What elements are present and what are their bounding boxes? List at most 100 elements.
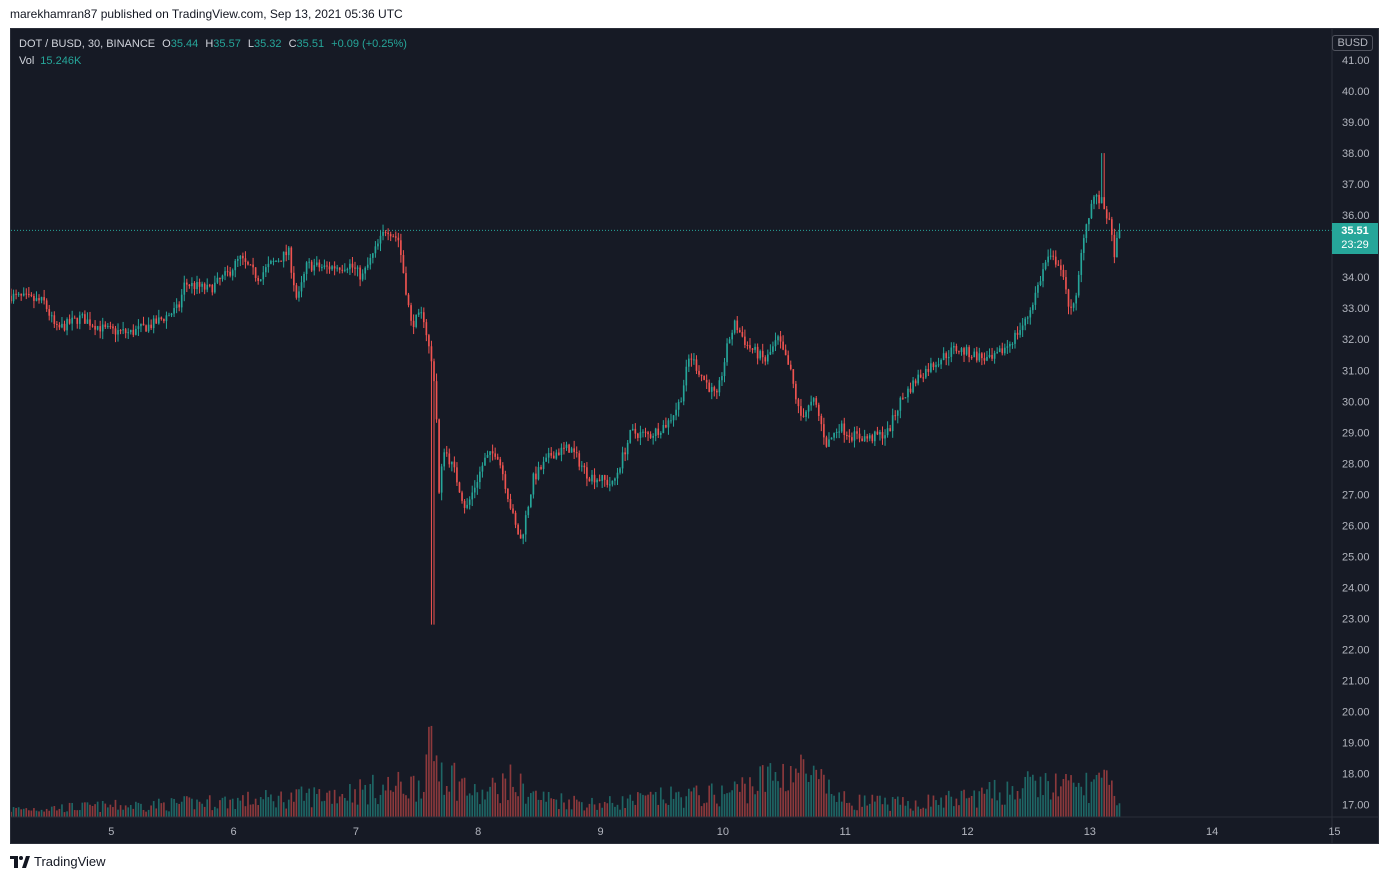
candle-body — [555, 452, 558, 459]
volume-bar — [226, 808, 229, 817]
tradingview-logo[interactable]: TradingView — [10, 854, 106, 869]
volume-bar — [779, 787, 782, 817]
volume-layer — [11, 725, 1121, 817]
candle-body — [593, 474, 596, 483]
candle-body — [754, 346, 756, 350]
candle-body — [840, 423, 843, 432]
candle-body — [659, 432, 662, 435]
volume-bar — [795, 768, 797, 817]
candle-body — [392, 236, 395, 238]
candle-body — [695, 359, 698, 371]
candle-body — [716, 390, 718, 393]
candle-body — [881, 432, 884, 439]
candle-body — [603, 475, 606, 480]
candle-body — [259, 279, 262, 281]
candle-body — [519, 534, 522, 539]
volume-bar — [1113, 795, 1116, 817]
volume-bar — [33, 808, 35, 817]
volume-bar — [919, 808, 922, 817]
volume-bar — [428, 726, 430, 817]
volume-bar — [843, 791, 846, 817]
candle-body — [145, 325, 147, 332]
time-tick-label: 9 — [597, 826, 603, 838]
volume-bar — [565, 809, 568, 817]
candle-body — [425, 322, 428, 336]
candle-body — [254, 267, 257, 278]
candle-body — [443, 452, 446, 467]
candle-body — [998, 348, 1001, 353]
currency-badge[interactable]: BUSD — [1332, 35, 1373, 51]
candle-body — [53, 315, 56, 325]
volume-bar — [114, 799, 117, 817]
volume-bar — [754, 794, 756, 817]
volume-bar — [270, 794, 272, 817]
candle-body — [509, 499, 512, 509]
volume-bar — [369, 784, 372, 817]
volume-bar — [652, 794, 654, 817]
candle-body — [127, 332, 130, 334]
candle-body — [372, 253, 374, 258]
candle-body — [731, 332, 733, 340]
candle-body — [264, 267, 267, 273]
volume-bar — [349, 784, 351, 817]
volume-bar — [252, 804, 254, 817]
volume-bar — [563, 802, 565, 817]
volume-bar — [955, 798, 958, 817]
volume-bar — [787, 790, 790, 817]
price-axis: 17.00 18.00 19.00 20.00 21.00 22.00 23.00 24.00… — [1331, 29, 1370, 843]
open-label: O — [162, 38, 171, 50]
volume-bar — [94, 804, 96, 817]
symbol-label[interactable]: DOT / BUSD, 30, BINANCE — [19, 38, 156, 50]
candle-body — [1057, 264, 1060, 266]
candle-body — [741, 331, 744, 337]
volume-bar — [761, 765, 764, 817]
volume-bar — [471, 795, 474, 817]
volume-bar — [698, 795, 700, 817]
volume-bar — [244, 806, 247, 817]
candle-body — [639, 432, 642, 438]
volume-bar — [802, 759, 805, 817]
volume-bar — [89, 804, 91, 817]
volume-bar — [1085, 772, 1088, 817]
volume-bar — [891, 797, 894, 817]
last-price-tag: 35.51 23:29 — [1332, 223, 1378, 255]
volume-label[interactable]: Vol — [19, 55, 35, 67]
candle-body — [1034, 292, 1037, 305]
volume-bar — [30, 810, 33, 817]
volume-bar — [611, 802, 614, 817]
candle-body — [354, 267, 356, 269]
candlestick-chart[interactable]: 17.00 18.00 19.00 20.00 21.00 22.00 23.00 24.00… — [11, 29, 1378, 843]
candle-body — [909, 388, 912, 393]
volume-bar — [845, 803, 848, 817]
candle-body — [270, 261, 272, 264]
candle-body — [349, 263, 351, 270]
candle-body — [481, 465, 484, 472]
volume-bar — [445, 785, 448, 817]
candle-body — [499, 459, 502, 466]
candle-body — [178, 304, 181, 308]
candle-body — [1075, 295, 1077, 304]
candle-body — [517, 524, 519, 535]
volume-bar — [1075, 786, 1077, 817]
candle-body — [252, 264, 254, 268]
volume-bar — [570, 809, 573, 817]
chart-panel[interactable]: 17.00 18.00 19.00 20.00 21.00 22.00 23.00 24.00… — [10, 28, 1379, 844]
time-tick-label: 8 — [475, 826, 481, 838]
volume-bar — [960, 790, 963, 817]
volume-bar — [573, 795, 575, 817]
candle-body — [463, 500, 466, 508]
volume-bar — [282, 802, 285, 817]
candle-body — [219, 277, 221, 280]
candle-body — [308, 261, 310, 263]
candle-body — [1044, 262, 1047, 270]
volume-bar — [247, 791, 249, 817]
close-value: 35.51 — [296, 38, 325, 50]
volume-bar — [71, 802, 73, 817]
volume-bar — [899, 804, 902, 817]
candle-body — [249, 264, 252, 266]
candle-body — [863, 436, 866, 442]
volume-bar — [935, 800, 937, 817]
volume-bar — [377, 804, 379, 817]
candle-body — [736, 320, 739, 331]
tradingview-icon — [10, 855, 30, 868]
